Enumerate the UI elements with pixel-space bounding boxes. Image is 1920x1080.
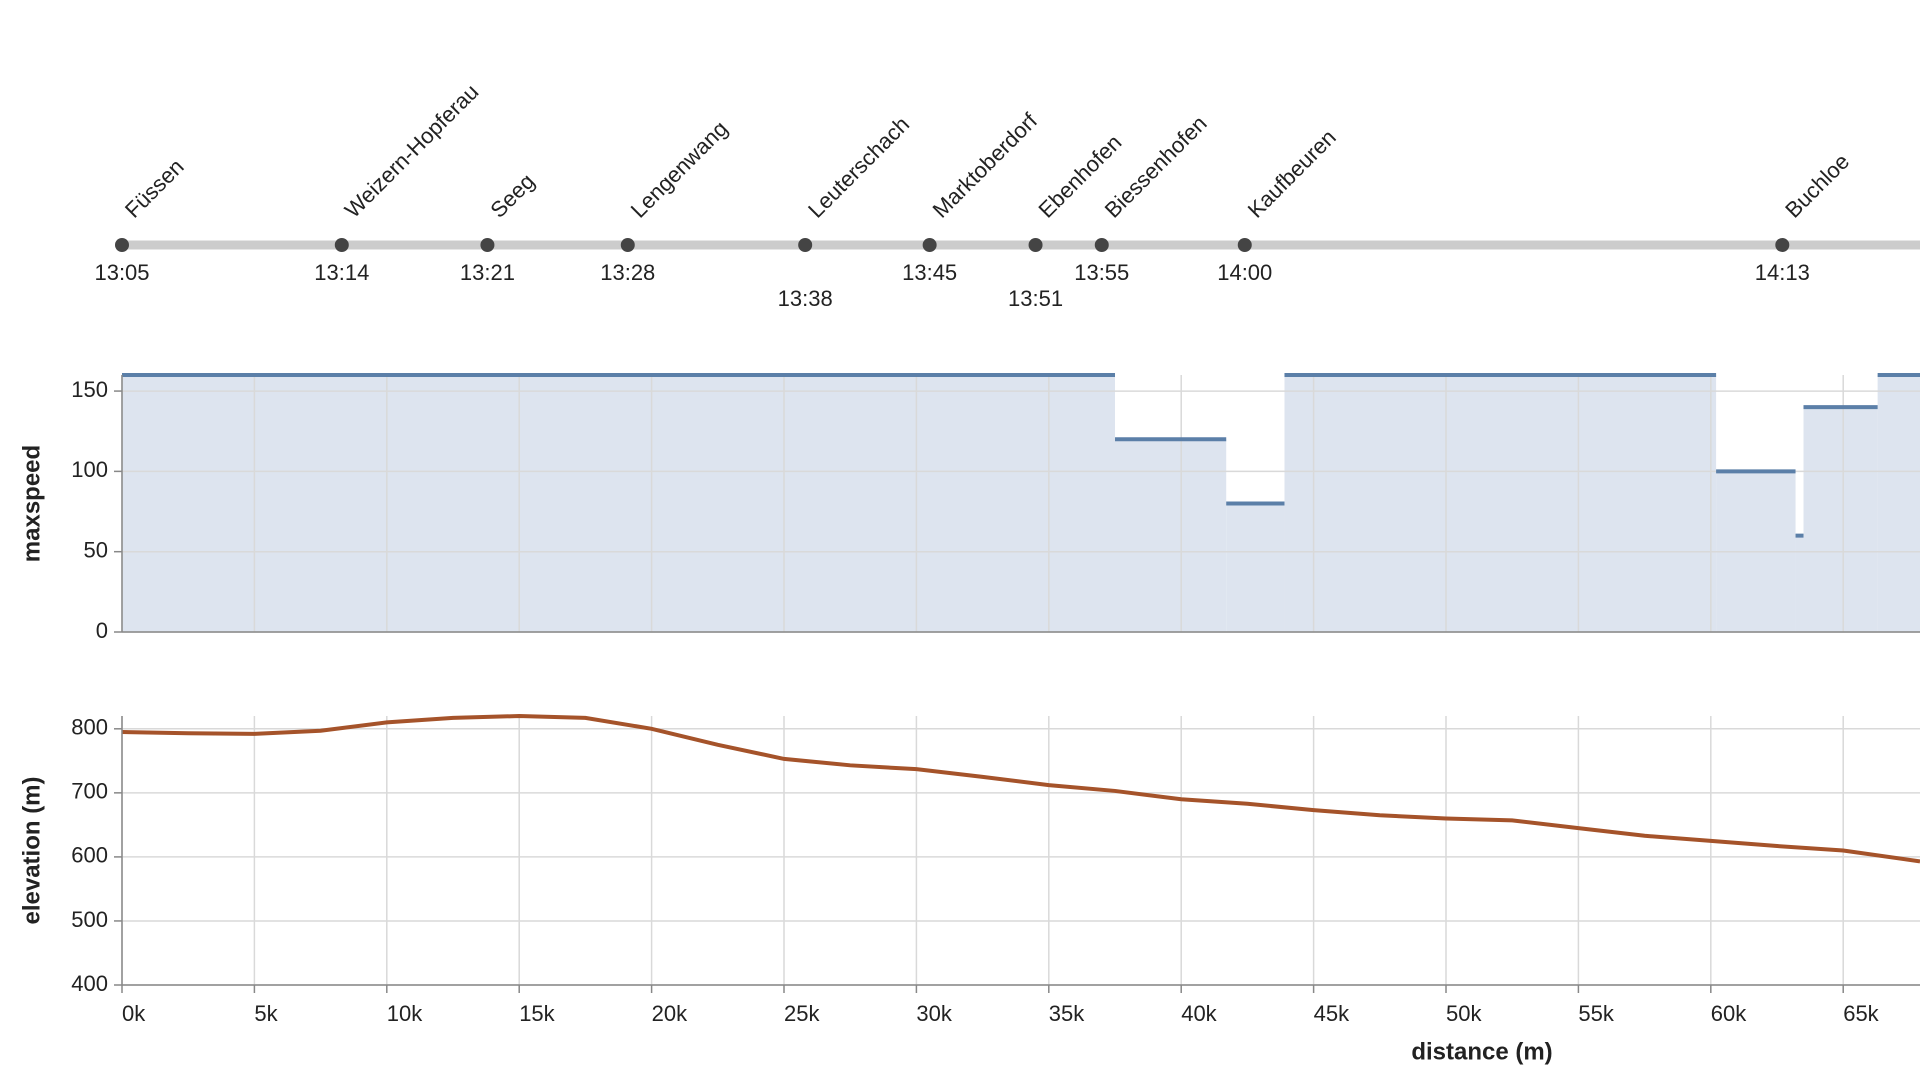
station-dot	[1775, 238, 1790, 252]
x-tick-label: 0k	[122, 1001, 146, 1026]
speed-area	[1795, 535, 1804, 632]
speed-area	[1115, 439, 1227, 632]
station-name: Buchloe	[1780, 149, 1854, 223]
x-tick-label: 35k	[1049, 1001, 1085, 1026]
y-axis-title: maxspeed	[18, 445, 45, 562]
x-tick-label: 55k	[1578, 1001, 1614, 1026]
x-tick-label: 20k	[652, 1001, 688, 1026]
station-name: Seeg	[485, 169, 539, 223]
station-name: Biessenhofen	[1100, 111, 1212, 223]
station-name: Weizern-Hopferau	[340, 79, 484, 223]
station-name: Kaufbeuren	[1243, 125, 1341, 223]
speed-area	[1284, 375, 1717, 632]
station-dot	[1094, 238, 1109, 252]
station-time: 13:51	[1008, 286, 1063, 311]
station-name: Marktoberdorf	[928, 108, 1043, 223]
station-dot	[334, 238, 349, 252]
y-tick-label: 100	[71, 457, 108, 482]
station-dot	[480, 238, 495, 252]
x-tick-label: 25k	[784, 1001, 820, 1026]
station-time: 13:14	[314, 260, 369, 285]
y-tick-label: 800	[71, 715, 108, 740]
speed-area	[122, 375, 1116, 632]
y-tick-label: 700	[71, 779, 108, 804]
x-axis-title: distance (m)	[1411, 1038, 1552, 1065]
elevation-line	[121, 713, 1920, 864]
station-time: 13:55	[1074, 260, 1129, 285]
x-tick-label: 65k	[1843, 1001, 1879, 1026]
station-time: 13:05	[94, 260, 149, 285]
station-dot	[1028, 238, 1043, 252]
x-tick-label: 50k	[1446, 1001, 1482, 1026]
x-tick-label: 15k	[519, 1001, 555, 1026]
station-time: 13:21	[460, 260, 515, 285]
station-dot	[798, 238, 813, 252]
y-tick-label: 400	[71, 971, 108, 996]
y-tick-label: 500	[71, 907, 108, 932]
station-dot	[115, 238, 129, 252]
station-time: 14:13	[1755, 260, 1810, 285]
station-name: Füssen	[120, 154, 189, 223]
y-tick-label: 0	[96, 618, 108, 643]
speed-area	[1877, 375, 1920, 632]
speed-area	[1803, 407, 1878, 632]
station-time: 13:45	[902, 260, 957, 285]
station-dot	[922, 238, 937, 252]
y-axis-title: elevation (m)	[18, 776, 45, 924]
y-tick-label: 150	[71, 377, 108, 402]
station-name: Lengenwang	[626, 116, 733, 223]
y-tick-label: 50	[84, 538, 108, 563]
y-tick-label: 600	[71, 843, 108, 868]
station-dot	[620, 238, 635, 252]
x-tick-label: 45k	[1314, 1001, 1350, 1026]
station-dot	[1237, 238, 1252, 252]
station-time: 14:00	[1217, 260, 1272, 285]
station-time: 13:38	[778, 286, 833, 311]
station-time: 13:28	[600, 260, 655, 285]
x-tick-label: 10k	[387, 1001, 423, 1026]
x-tick-label: 30k	[916, 1001, 952, 1026]
x-tick-label: 5k	[254, 1001, 278, 1026]
x-tick-label: 40k	[1181, 1001, 1217, 1026]
station-name: Leuterschach	[803, 112, 914, 223]
speed-area	[1226, 503, 1285, 632]
x-tick-label: 60k	[1711, 1001, 1747, 1026]
